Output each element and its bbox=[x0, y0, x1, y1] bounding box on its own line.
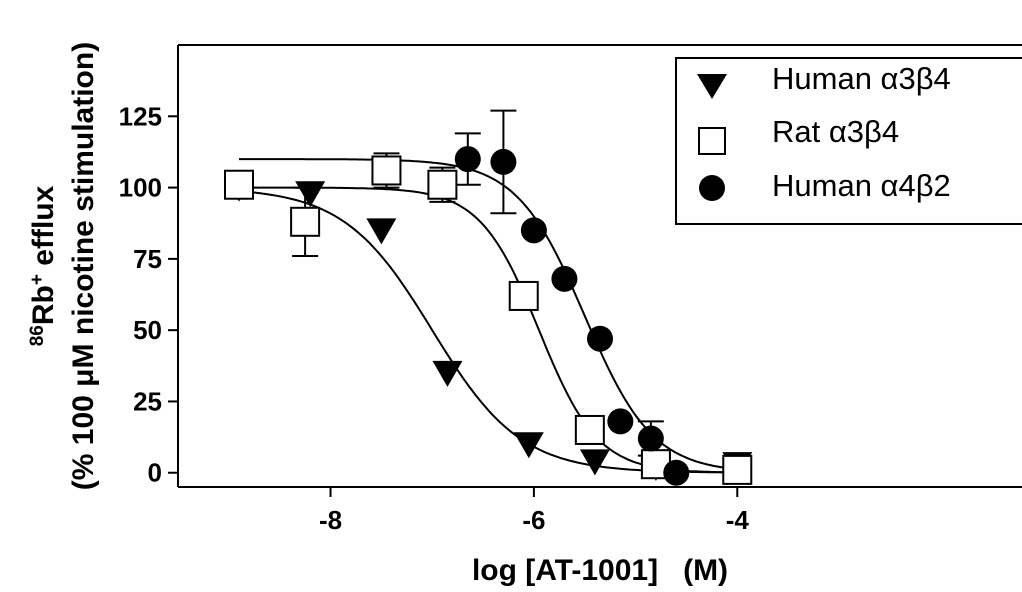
legend-label-rat-a3b4: Rat α3β4 bbox=[772, 114, 899, 149]
point-human-a4b2 bbox=[520, 217, 547, 244]
y-axis-title-rest: efflux bbox=[27, 185, 60, 274]
y-axis-title-main: Rb bbox=[27, 285, 60, 325]
y-tick-label: 25 bbox=[133, 386, 162, 416]
point-rat-a3b4 bbox=[574, 414, 605, 445]
point-rat-a3b4 bbox=[290, 206, 321, 237]
point-human-a4b2 bbox=[607, 408, 634, 435]
legend-marker-rat-a3b4 bbox=[698, 127, 726, 155]
y-tick-label: 125 bbox=[119, 101, 162, 131]
y-tick-label: 100 bbox=[119, 173, 162, 203]
x-tick-label: -8 bbox=[319, 505, 342, 535]
y-tick-label: 50 bbox=[133, 315, 162, 345]
legend-box bbox=[675, 57, 1022, 225]
point-human-a3b4 bbox=[366, 218, 397, 245]
x-axis-title: log [AT-1001] (M) bbox=[472, 554, 728, 587]
point-human-a4b2 bbox=[454, 146, 481, 173]
x-tick-label: -6 bbox=[522, 505, 545, 535]
legend: Human α3β4 Rat α3β4 Human α4β2 bbox=[675, 57, 1022, 225]
y-axis-title: 86Rb+ efflux (% 100 μM nicotine stimulat… bbox=[27, 42, 100, 490]
point-rat-a3b4 bbox=[508, 280, 539, 311]
y-tick-label: 75 bbox=[133, 244, 162, 274]
y-axis-title-sup2: + bbox=[27, 274, 48, 285]
point-human-a4b2 bbox=[490, 148, 517, 175]
point-human-a3b4 bbox=[579, 449, 610, 476]
y-axis-title-line2: (% 100 μM nicotine stimulation) bbox=[67, 42, 100, 490]
x-tick-label: -4 bbox=[726, 505, 750, 535]
point-human-a3b4 bbox=[513, 432, 544, 459]
data-points bbox=[224, 146, 753, 486]
point-human-a3b4 bbox=[432, 360, 463, 387]
point-rat-a3b4 bbox=[427, 169, 458, 200]
legend-label-human-a3b4: Human α3β4 bbox=[772, 61, 951, 96]
legend-marker-human-a3b4 bbox=[697, 74, 727, 99]
point-human-a4b2 bbox=[637, 425, 664, 452]
legend-label-human-a4b2: Human α4β2 bbox=[772, 168, 951, 203]
x-ticks: -8 -6 -4 bbox=[319, 487, 749, 535]
point-human-a4b2 bbox=[587, 325, 613, 352]
y-axis-title-sup1: 86 bbox=[27, 325, 48, 346]
point-human-a4b2 bbox=[551, 265, 578, 292]
svg-text:86Rb+ efflux: 86Rb+ efflux bbox=[27, 185, 60, 346]
y-tick-label: 0 bbox=[148, 458, 162, 488]
point-rat-a3b4 bbox=[722, 454, 753, 485]
y-ticks: 0 25 50 75 100 125 bbox=[119, 101, 178, 488]
point-human-a4b2 bbox=[663, 459, 690, 486]
point-rat-a3b4 bbox=[224, 169, 255, 200]
fit-curves bbox=[238, 158, 738, 474]
point-rat-a3b4 bbox=[371, 155, 402, 186]
legend-marker-human-a4b2 bbox=[699, 175, 725, 201]
point-human-a3b4 bbox=[295, 181, 326, 208]
